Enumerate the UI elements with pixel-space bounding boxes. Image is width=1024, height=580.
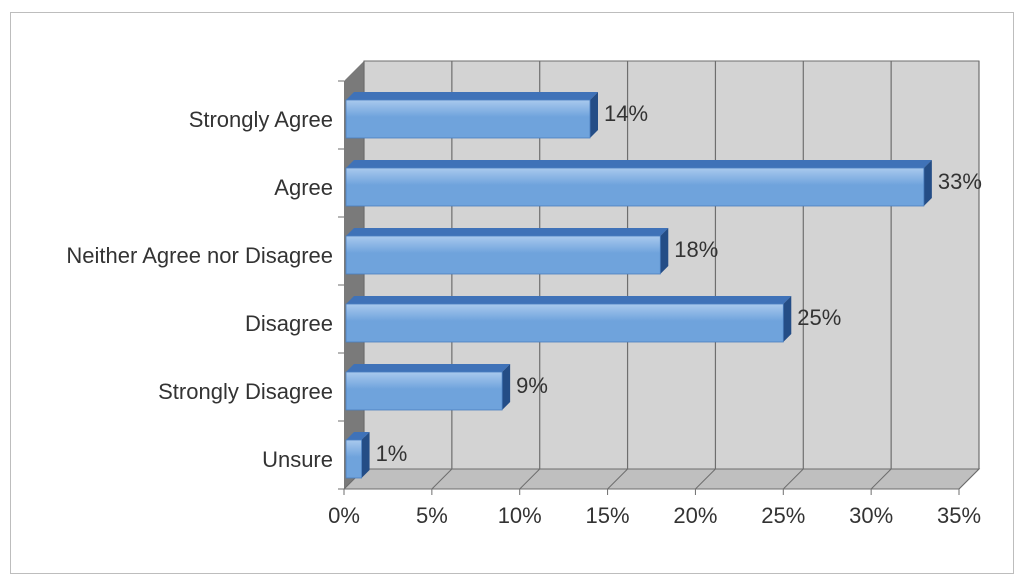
bar-side xyxy=(923,160,932,206)
floor-gridline xyxy=(958,468,980,490)
bar-top xyxy=(346,432,370,440)
category-label: Neither Agree nor Disagree xyxy=(66,243,333,268)
x-tick-label: 10% xyxy=(498,503,542,528)
bar xyxy=(345,99,591,139)
bar xyxy=(345,371,503,411)
x-tick-label: 20% xyxy=(673,503,717,528)
floor-gridline xyxy=(782,468,804,490)
chart-frame: 0% 5% 10% 15% 20% 25% 30% 35% Strongly Agree 14% A… xyxy=(10,12,1014,574)
category-label: Strongly Agree xyxy=(189,107,333,132)
plot-floor xyxy=(342,468,981,490)
bar-top xyxy=(346,92,598,100)
category-label: Strongly Disagree xyxy=(158,379,333,404)
bar xyxy=(345,439,362,479)
x-tick-label: 5% xyxy=(416,503,448,528)
data-label: 14% xyxy=(604,101,648,126)
x-tick-label: 35% xyxy=(937,503,981,528)
data-label: 25% xyxy=(797,305,841,330)
category-label: Agree xyxy=(274,175,333,200)
x-tick-label: 0% xyxy=(328,503,360,528)
bar-side xyxy=(783,296,792,342)
data-label: 33% xyxy=(938,169,982,194)
floor-gridline xyxy=(519,468,541,490)
floor-gridline xyxy=(870,468,892,490)
bar-top xyxy=(346,228,669,236)
category-label: Disagree xyxy=(245,311,333,336)
bar xyxy=(345,167,925,207)
floor-gridline xyxy=(431,468,453,490)
data-label: 1% xyxy=(376,441,408,466)
data-label: 9% xyxy=(516,373,548,398)
floor-gridline xyxy=(607,468,628,490)
bar-top xyxy=(346,160,932,168)
bar xyxy=(345,303,784,343)
x-tick-label: 15% xyxy=(586,503,630,528)
x-tick-label: 25% xyxy=(761,503,805,528)
bar-top xyxy=(346,364,511,372)
category-label: Unsure xyxy=(262,447,333,472)
bar-side xyxy=(590,92,598,138)
data-label: 18% xyxy=(674,237,718,262)
bar-side xyxy=(660,228,669,274)
bar-top xyxy=(346,296,792,304)
bar xyxy=(345,235,661,275)
bar-side xyxy=(361,432,370,478)
floor-gridline xyxy=(695,468,716,490)
bar-side xyxy=(502,364,511,410)
bar-chart: 0% 5% 10% 15% 20% 25% 30% 35% Strongly Agree 14% A… xyxy=(66,60,982,528)
x-tick-label: 30% xyxy=(849,503,893,528)
